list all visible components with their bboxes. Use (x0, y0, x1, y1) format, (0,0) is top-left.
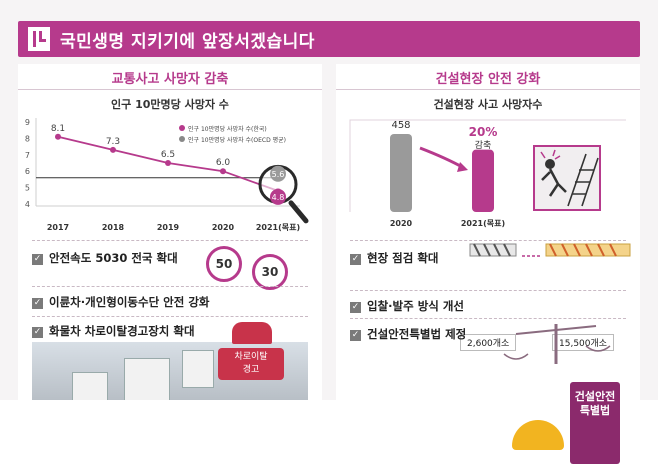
barricade-icon (545, 243, 631, 257)
chart-frame (349, 119, 626, 212)
y-tick-label: 9 (25, 118, 30, 127)
legend-label: 인구 10만명당 사망자 수(OECD 평균) (188, 136, 286, 144)
checkbox-icon: ✓ (350, 302, 361, 313)
x-tick-label: 2019 (157, 223, 180, 232)
checkbox-icon: ✓ (32, 298, 43, 309)
divider (32, 240, 308, 241)
oecd-target-point (270, 165, 286, 182)
y-tick-label: 7 (25, 151, 30, 160)
item-label: 화물차 차로이탈경고장치 확대 (49, 324, 195, 338)
list-item-bidding: ✓ 입찰·발주 방식 개선 (350, 298, 464, 314)
barricade-illustration (469, 243, 631, 257)
y-tick-label: 4 (25, 200, 30, 209)
x-tick-label: 2021(목표) (256, 223, 300, 232)
fall-accident-icon (533, 145, 601, 211)
traffic-panel: 교통사고 사망자 감축 인구 10만명당 사망자 수 9 8 7 6 5 4 8.1 7.3 6… (18, 64, 322, 400)
inspection-count-before: 2,600개소 (460, 334, 517, 351)
legend-label: 인구 10만명당 사망자 수(한국) (188, 125, 267, 133)
reduction-percent: 20% (469, 125, 498, 139)
speed-sign-30: 30 (252, 254, 288, 290)
list-item-twowheel: ✓ 이륜차·개인형이동수단 안전 강화 (32, 294, 210, 310)
x-tick-label: 2020 (212, 223, 235, 232)
item-label: 건설안전특별법 제정 (367, 327, 467, 341)
barricade-icon (469, 243, 517, 257)
worker-body (541, 168, 567, 197)
divider (32, 286, 308, 287)
scale-illustration (503, 324, 611, 364)
korea-target-point (270, 188, 286, 205)
data-label: 6.0 (216, 158, 231, 168)
y-tick-label: 8 (25, 134, 30, 143)
warning-label: 차로이탈 경고 (218, 348, 284, 380)
divider (350, 240, 626, 241)
bar (390, 134, 412, 212)
speed-sign-50: 50 (206, 246, 242, 282)
item-label: 이륜차·개인형이동수단 안전 강화 (49, 295, 210, 309)
checkbox-icon: ✓ (32, 327, 43, 338)
y-tick-label: 6 (25, 167, 30, 176)
item-label: 안전속도 5030 전국 확대 (49, 251, 178, 265)
data-point (165, 160, 171, 166)
inspection-count-after: 15,500개소 (552, 334, 615, 351)
oecd-data-label: 5.6 (272, 170, 285, 179)
list-item-inspection: ✓ 현장 점검 확대 (350, 250, 439, 266)
divider (350, 318, 626, 319)
page-title: 국민생명 지키기에 앞장서겠습니다 (60, 32, 315, 52)
list-item-speed: ✓ 안전속도 5030 전국 확대 (32, 250, 178, 266)
x-tick-label: 2017 (47, 223, 69, 232)
legend-marker (179, 136, 185, 142)
item-label: 입찰·발주 방식 개선 (367, 299, 465, 313)
chart-title-traffic: 인구 10만명당 사망자 수 (111, 98, 229, 111)
checkbox-icon: ✓ (32, 254, 43, 265)
title-banner: 국민생명 지키기에 앞장서겠습니다 (18, 21, 640, 57)
traffic-line-chart: 9 8 7 6 5 4 8.1 7.3 6.5 6.0 5.6 4.8 2017 2018 2019 2020… (25, 118, 309, 232)
magnifier-handle (288, 200, 309, 224)
item-label: 현장 점검 확대 (367, 251, 439, 265)
construction-bar-chart: 2020 2021(목표) 458 20%감축 (349, 119, 626, 228)
arrow-head-icon (457, 162, 468, 172)
chart-title-construction: 건설현장 사고 사망자수 (433, 98, 543, 111)
y-tick-label: 5 (25, 184, 30, 193)
checkbox-icon: ✓ (350, 254, 361, 265)
data-point (110, 146, 116, 153)
data-label: 7.3 (106, 137, 120, 147)
list-item-truck: ✓ 화물차 차로이탈경고장치 확대 (32, 323, 195, 339)
data-point (220, 168, 226, 175)
korea-data-label: 4.8 (272, 193, 285, 202)
list-item-law: ✓ 건설안전특별법 제정 (350, 326, 466, 342)
divider (350, 290, 626, 291)
checkbox-icon: ✓ (350, 330, 361, 341)
car-icon (72, 372, 108, 400)
data-label: 458 (391, 120, 410, 131)
section-divider (336, 89, 640, 90)
section-title-construction: 건설현장 안전 강화 (435, 72, 541, 87)
truck-icon (124, 358, 170, 400)
document-icon (28, 27, 50, 51)
legend-marker (179, 125, 185, 131)
divider (32, 316, 308, 317)
section-divider (18, 89, 322, 90)
section-title-traffic: 교통사고 사망자 감축 (111, 72, 229, 87)
truck-icon (182, 350, 214, 388)
data-label: 8.1 (51, 124, 65, 134)
siren-icon (232, 322, 272, 344)
data-label: 6.5 (161, 150, 175, 160)
law-book-icon: 건설안전 특별법 (570, 382, 620, 464)
impact-marks (540, 149, 561, 160)
x-tick-label: 2018 (102, 223, 125, 232)
reduction-label: 감축 (475, 139, 492, 151)
construction-panel: 건설현장 안전 강화 건설현장 사고 사망자수 2020 2021(목표) 458 2… (336, 64, 640, 464)
x-tick-label: 2020 (390, 219, 413, 228)
data-point (55, 133, 61, 140)
x-tick-label: 2021(목표) (461, 219, 505, 228)
bar (472, 149, 494, 212)
hardhat-icon (512, 420, 564, 450)
worker-head (545, 159, 555, 169)
ladder-icon (567, 153, 599, 207)
